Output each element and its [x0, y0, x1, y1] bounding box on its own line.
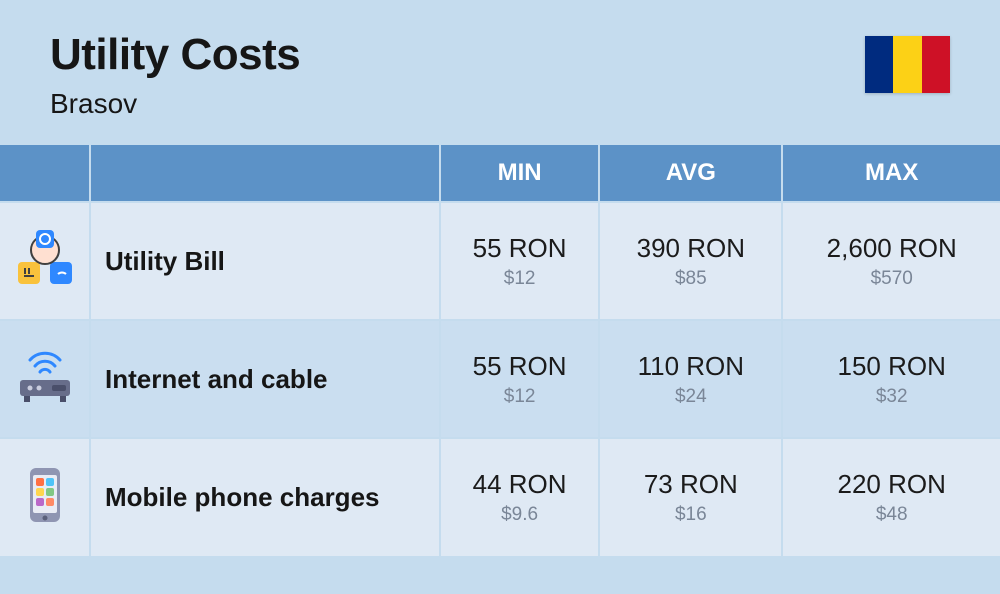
costs-table: MIN AVG MAX Utility: [0, 145, 1000, 556]
router-icon: [14, 346, 76, 413]
icon-cell: [0, 438, 90, 556]
col-max: MAX: [782, 145, 1000, 202]
table-header-row: MIN AVG MAX: [0, 145, 1000, 202]
header: Utility Costs Brasov: [0, 0, 1000, 145]
row-label: Internet and cable: [90, 320, 440, 438]
value-main: 73 RON: [600, 469, 781, 500]
col-min: MIN: [440, 145, 599, 202]
utility-icon: [14, 228, 76, 295]
value-sub: $570: [783, 268, 1000, 290]
table-row: Mobile phone charges 44 RON $9.6 73 RON …: [0, 438, 1000, 556]
table-row: Utility Bill 55 RON $12 390 RON $85 2,60…: [0, 202, 1000, 320]
cell-max: 150 RON $32: [782, 320, 1000, 438]
value-sub: $32: [783, 386, 1000, 408]
page-title: Utility Costs: [50, 30, 300, 80]
cell-min: 55 RON $12: [440, 202, 599, 320]
romania-flag-icon: [865, 36, 950, 93]
cell-min: 44 RON $9.6: [440, 438, 599, 556]
title-block: Utility Costs Brasov: [50, 30, 300, 120]
table-row: Internet and cable 55 RON $12 110 RON $2…: [0, 320, 1000, 438]
cell-min: 55 RON $12: [440, 320, 599, 438]
value-main: 55 RON: [441, 351, 598, 382]
cell-avg: 110 RON $24: [599, 320, 782, 438]
cell-avg: 390 RON $85: [599, 202, 782, 320]
phone-icon: [14, 464, 76, 531]
value-main: 110 RON: [600, 351, 781, 382]
row-label: Utility Bill: [90, 202, 440, 320]
value-sub: $48: [783, 504, 1000, 526]
value-main: 150 RON: [783, 351, 1000, 382]
row-label: Mobile phone charges: [90, 438, 440, 556]
icon-cell: [0, 202, 90, 320]
col-icon: [0, 145, 90, 202]
value-main: 2,600 RON: [783, 233, 1000, 264]
cell-max: 220 RON $48: [782, 438, 1000, 556]
col-avg: AVG: [599, 145, 782, 202]
value-sub: $9.6: [441, 504, 598, 526]
value-sub: $16: [600, 504, 781, 526]
value-sub: $85: [600, 268, 781, 290]
value-main: 55 RON: [441, 233, 598, 264]
value-main: 44 RON: [441, 469, 598, 500]
value-main: 220 RON: [783, 469, 1000, 500]
value-sub: $12: [441, 386, 598, 408]
value-sub: $12: [441, 268, 598, 290]
cell-max: 2,600 RON $570: [782, 202, 1000, 320]
value-sub: $24: [600, 386, 781, 408]
cell-avg: 73 RON $16: [599, 438, 782, 556]
page-subtitle: Brasov: [50, 88, 300, 120]
value-main: 390 RON: [600, 233, 781, 264]
icon-cell: [0, 320, 90, 438]
col-label: [90, 145, 440, 202]
